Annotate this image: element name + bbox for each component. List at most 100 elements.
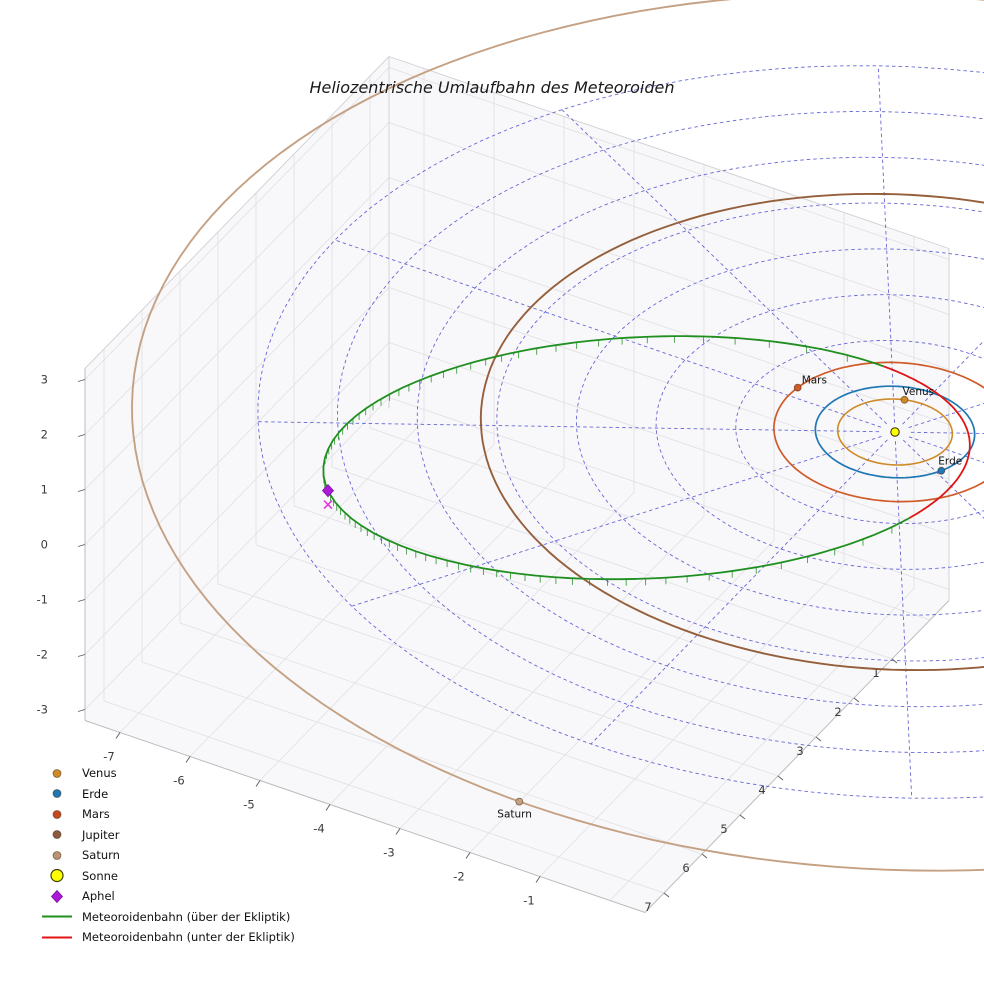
x-tick — [465, 852, 471, 859]
x-tick — [185, 756, 191, 763]
wall-grid-z — [84, 232, 390, 545]
wall-grid-z — [388, 122, 950, 315]
z-tick-label: 1 — [41, 483, 48, 497]
legend-label: Mars — [82, 807, 110, 822]
legend-label: Meteoroidenbahn (unter der Ekliptik) — [82, 930, 295, 945]
legend-label: Erde — [82, 786, 109, 801]
floor-grid-y — [103, 700, 665, 894]
meteoroid-orbit-below — [883, 365, 971, 519]
y-tick — [815, 736, 822, 742]
legend-marker-line-icon — [40, 930, 74, 945]
wall-grid-z — [84, 67, 390, 380]
wall-grid-z — [84, 397, 390, 710]
floor-grid-x — [259, 468, 565, 781]
z-tick-label: -1 — [37, 593, 48, 607]
floor-grid-y — [141, 661, 703, 855]
planet-marker-mars — [793, 383, 802, 392]
y-tick-label: 5 — [720, 822, 727, 836]
wall-grid-z — [388, 67, 950, 260]
wall-grid-z — [388, 342, 950, 535]
chart-title: Heliozentrische Umlaufbahn des Meteoroid… — [309, 78, 675, 97]
wall-grid-z — [84, 177, 390, 490]
planet-label-mars: Mars — [802, 375, 827, 387]
legend-label: Venus — [82, 766, 117, 781]
floor-grid-x — [189, 444, 495, 757]
y-tick-label: 7 — [644, 900, 651, 914]
legend-marker-line-icon — [40, 909, 74, 924]
planet-marker-venus — [900, 395, 909, 404]
wall-grid-z — [388, 397, 950, 590]
wall-grid-z — [84, 287, 390, 600]
ecliptic-grid-spoke — [877, 65, 896, 423]
legend-label: Sonne — [82, 868, 118, 883]
legend: Venus Erde Mars Jupiter Saturn Sonne Aphel Mete… — [40, 763, 295, 948]
z-tick — [77, 544, 86, 547]
wall-grid-z — [388, 232, 950, 425]
y-tick-label: 2 — [834, 705, 841, 719]
ecliptic-grid-spoke — [590, 439, 888, 745]
z-tick-label: 2 — [41, 428, 48, 442]
y-tick — [663, 892, 670, 898]
legend-item: Saturn — [40, 845, 295, 866]
x-tick-label: -6 — [173, 774, 184, 788]
floor-grid-y — [331, 466, 893, 660]
z-tick — [77, 434, 86, 437]
ecliptic-grid-spoke — [894, 441, 913, 799]
x-tick-label: -2 — [453, 870, 464, 884]
pane-floor — [85, 408, 949, 913]
sun-marker — [890, 427, 900, 437]
legend-marker-dot-icon — [40, 807, 74, 822]
legend-item: Meteoroidenbahn (unter der Ekliptik) — [40, 927, 295, 948]
planet-label-venus: Venus — [903, 386, 935, 398]
legend-item: Aphel — [40, 886, 295, 907]
floor-grid-y — [217, 583, 779, 777]
orbit-jupiter — [479, 192, 984, 672]
meteoroid-orbit-above — [322, 335, 910, 581]
x-tick-label: -4 — [313, 822, 324, 836]
legend-label: Saturn — [82, 848, 120, 863]
floor-grid-y — [369, 427, 931, 621]
ecliptic-grid-spoke — [351, 435, 882, 607]
legend-item: Venus — [40, 763, 295, 784]
z-tick — [77, 709, 86, 712]
x-tick-label: -5 — [243, 798, 254, 812]
floor-grid-x — [329, 492, 635, 805]
z-tick-label: -3 — [37, 703, 48, 717]
wall-grid-z — [388, 177, 950, 370]
legend-item: Mars — [40, 804, 295, 825]
floor-grid-y — [255, 544, 817, 738]
ecliptic-grid-circle — [496, 202, 984, 662]
x-tick-label: -7 — [103, 750, 114, 764]
y-tick — [701, 853, 708, 859]
floor-grid-y — [179, 622, 741, 816]
axis-edge-y — [644, 600, 950, 913]
planet-marker-erde — [937, 466, 946, 475]
z-tick-label: -2 — [37, 648, 48, 662]
legend-item: Jupiter — [40, 825, 295, 846]
floor-grid-x — [119, 420, 425, 733]
x-tick — [115, 732, 121, 739]
box-edge-top-right — [388, 56, 950, 249]
orbit-mars — [773, 361, 984, 503]
z-tick — [77, 489, 86, 492]
z-tick-label: 0 — [41, 538, 48, 552]
box-edge-top-left — [84, 56, 390, 369]
aphel-marker — [321, 484, 335, 498]
x-tick — [395, 828, 401, 835]
orbit-saturn — [131, 0, 984, 872]
planet-label-erde: Erde — [938, 456, 962, 468]
axis-edge-x — [84, 720, 646, 913]
z-tick — [77, 654, 86, 657]
wall-grid-z — [84, 122, 390, 435]
legend-item: Sonne — [40, 866, 295, 887]
legend-label: Jupiter — [82, 827, 120, 842]
x-tick — [325, 804, 331, 811]
legend-item: Meteoroidenbahn (über der Ekliptik) — [40, 907, 295, 928]
y-tick — [853, 697, 860, 703]
planet-label-saturn: Saturn — [497, 809, 532, 821]
aphel-ecliptic-cross — [323, 500, 333, 510]
legend-marker-dot-icon — [40, 827, 74, 842]
z-tick — [77, 379, 86, 382]
x-tick-label: -1 — [523, 894, 534, 908]
